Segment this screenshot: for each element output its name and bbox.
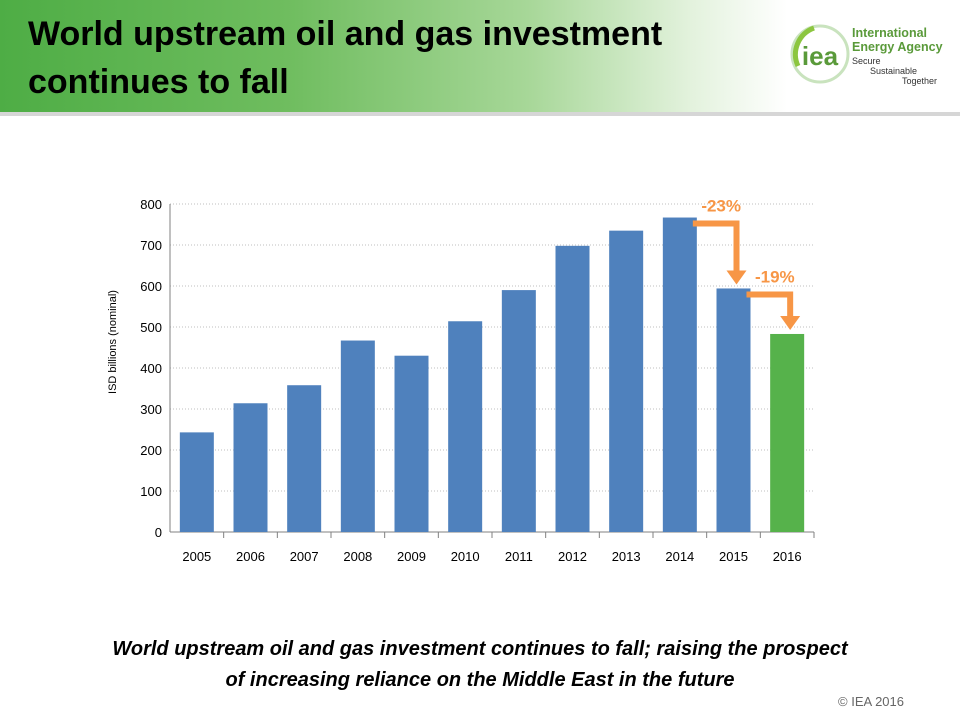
y-tick-label: 300 — [140, 402, 162, 417]
bar-2008 — [340, 340, 375, 532]
logo-tag-together: Together — [902, 76, 938, 86]
x-tick-label: 2014 — [665, 549, 694, 564]
x-tick-label: 2016 — [773, 549, 802, 564]
chart-caption: World upstream oil and gas investment co… — [30, 634, 930, 696]
logo-tag-secure: Secure — [852, 56, 881, 66]
logo-name-line2: Energy Agency — [852, 40, 943, 54]
copyright-notice: © IEA 2016 — [838, 694, 904, 709]
change-label: -23% — [701, 197, 741, 216]
y-tick-label: 500 — [140, 320, 162, 335]
bar-2013 — [609, 230, 644, 532]
bar-2016 — [770, 333, 805, 532]
logo-mark: iea — [802, 41, 839, 71]
change-arrow — [746, 291, 794, 318]
x-tick-label: 2011 — [505, 549, 533, 564]
y-tick-label: 600 — [140, 279, 162, 294]
x-tick-label: 2007 — [290, 549, 319, 564]
bar-2005 — [179, 432, 214, 532]
x-tick-label: 2009 — [397, 549, 426, 564]
y-tick-label: 0 — [155, 525, 162, 540]
bar-2006 — [233, 403, 268, 532]
y-tick-label: 700 — [140, 238, 162, 253]
bar-2009 — [394, 355, 429, 532]
header-divider — [0, 112, 960, 116]
logo-tag-sustainable: Sustainable — [870, 66, 918, 76]
y-tick-label: 100 — [140, 484, 162, 499]
bar-2011 — [501, 290, 536, 532]
x-tick-label: 2008 — [343, 549, 372, 564]
caption-line2: of increasing reliance on the Middle Eas… — [225, 669, 735, 691]
bar-2015 — [716, 288, 751, 532]
logo-tagline: Secure Sustainable Together — [852, 56, 937, 86]
change-label: -19% — [755, 267, 795, 286]
x-tick-label: 2012 — [558, 549, 587, 564]
caption-line1: World upstream oil and gas investment co… — [112, 638, 848, 660]
x-tick-label: 2006 — [236, 549, 265, 564]
bar-2012 — [555, 245, 590, 532]
y-axis-label: ISD billions (nominal) — [107, 290, 119, 394]
y-tick-label: 800 — [140, 197, 162, 212]
change-arrow — [692, 220, 740, 273]
y-tick-label: 400 — [140, 361, 162, 376]
x-tick-label: 2010 — [451, 549, 480, 564]
logo-name: International Energy Agency — [852, 26, 943, 54]
investment-bar-chart: 0 100 200 300 400 500 600 700 800 2005 2006 2007 200… — [107, 197, 815, 564]
y-tick-label: 200 — [140, 443, 162, 458]
bar-2007 — [287, 385, 322, 532]
bar-2014 — [662, 217, 697, 532]
x-tick-label: 2015 — [719, 549, 748, 564]
iea-logo-icon: iea — [790, 24, 850, 84]
bar-2010 — [448, 321, 483, 532]
x-tick-label: 2013 — [612, 549, 641, 564]
arrow-head-icon — [780, 315, 801, 330]
arrow-head-icon — [726, 270, 747, 285]
logo-name-line1: International — [852, 26, 928, 40]
x-tick-label: 2005 — [182, 549, 211, 564]
slide-title: World upstream oil and gas investment co… — [28, 15, 663, 101]
